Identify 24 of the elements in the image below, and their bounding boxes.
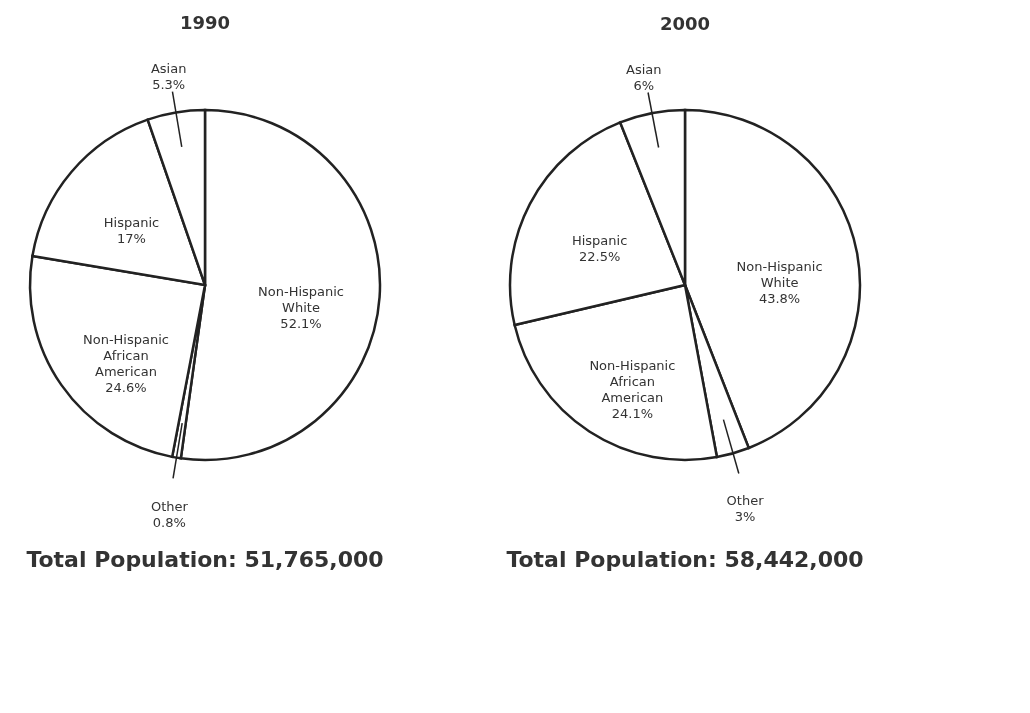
slice-label: Non-Hispanic White	[258, 283, 345, 315]
data-label: 24.6%	[105, 379, 147, 395]
data-label: 17%	[117, 230, 146, 246]
data-label: 0.8%	[152, 514, 186, 530]
chart-title: 2000	[659, 13, 711, 35]
slice-label: Asian	[150, 61, 187, 77]
text: Total Population: 58,442,000	[506, 547, 864, 572]
data-label: 43.8%	[758, 291, 801, 307]
text: Total Population: 51,765,000	[26, 547, 384, 572]
slice-label: Hispanic	[571, 232, 628, 248]
data-label: 5.3%	[152, 77, 186, 93]
slice-label: Other	[726, 493, 765, 509]
data-label: 3%	[734, 509, 756, 525]
data-label: 52.1%	[280, 315, 322, 331]
slice-label: Hispanic	[103, 214, 160, 230]
slice-label: Non-Hispanic White	[736, 259, 823, 291]
slice-label: Asian	[626, 62, 662, 78]
data-label: 6%	[633, 78, 655, 94]
data-label: 24.1%	[611, 405, 654, 421]
data-label: 22.5%	[578, 248, 621, 264]
slice-label: Non-Hispanic African American	[82, 331, 169, 379]
slice-label: Other	[150, 498, 189, 514]
chart-title: 1990	[179, 12, 231, 34]
slice-label: Non-Hispanic African American	[589, 357, 676, 405]
